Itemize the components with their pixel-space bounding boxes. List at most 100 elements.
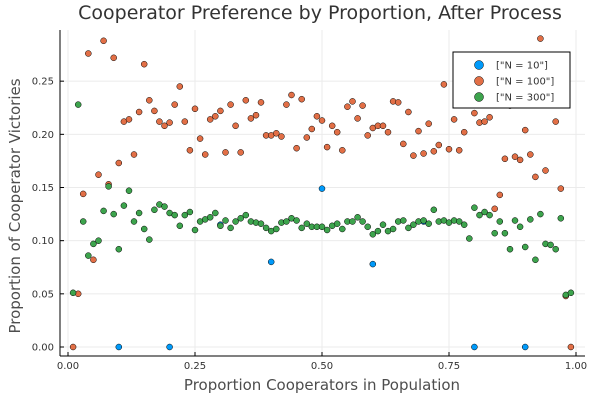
data-point (547, 241, 554, 249)
data-point (90, 240, 97, 248)
data-point (440, 81, 448, 88)
y-axis-title: Proportion of Cooperator Victories (6, 78, 24, 333)
data-point (435, 141, 443, 149)
data-point (85, 50, 92, 57)
data-point (349, 98, 356, 105)
data-point (313, 113, 321, 120)
data-point (471, 204, 478, 211)
legend-box (452, 51, 571, 109)
data-point (171, 101, 178, 108)
data-point (481, 118, 488, 125)
data-point (410, 221, 417, 228)
data-point (430, 148, 438, 155)
data-point (257, 99, 265, 106)
data-point (206, 214, 214, 221)
data-point (156, 118, 163, 125)
data-point (298, 224, 305, 232)
data-point (369, 231, 377, 238)
data-point (542, 167, 549, 174)
data-point (105, 183, 112, 190)
series-1 (69, 35, 575, 351)
data-point (400, 140, 407, 148)
legend-marker (474, 92, 484, 102)
data-point (354, 214, 361, 221)
data-point (491, 229, 498, 237)
data-point (166, 119, 173, 126)
data-point (369, 260, 377, 268)
data-point (120, 202, 128, 209)
data-point (166, 343, 173, 351)
data-point (506, 245, 514, 253)
data-point (532, 256, 539, 264)
data-point (232, 218, 239, 225)
data-point (318, 117, 326, 124)
data-point (227, 224, 234, 232)
data-point (151, 206, 158, 214)
data-point (308, 125, 316, 133)
data-point (405, 108, 412, 116)
data-point (242, 97, 250, 104)
data-point (247, 115, 255, 122)
data-point (303, 220, 311, 227)
data-point (267, 258, 275, 266)
data-point (79, 190, 87, 198)
data-point (257, 220, 265, 227)
data-point (140, 225, 148, 233)
tick-labels: 0.00 0.25 0.50 0.75 1.00 0.00 0.05 0.10 0.15 0.20… (32, 77, 587, 372)
y-tick-label: 0.25 (32, 77, 54, 88)
data-point (293, 217, 300, 224)
data-point (364, 132, 371, 139)
data-point (79, 218, 87, 225)
data-point (527, 151, 534, 158)
data-point (262, 224, 270, 232)
data-point (95, 237, 102, 244)
data-point (161, 122, 168, 130)
data-point (389, 225, 397, 233)
data-point (303, 134, 311, 141)
data-point (146, 97, 153, 104)
data-point (125, 116, 133, 123)
legend-marker (474, 60, 484, 70)
data-point (537, 210, 544, 218)
data-point (471, 343, 478, 351)
data-point (69, 289, 77, 297)
data-point (100, 207, 107, 215)
data-point (430, 206, 438, 214)
data-point (460, 128, 468, 136)
data-point (501, 155, 509, 163)
data-point (333, 128, 341, 136)
data-point (135, 108, 143, 116)
data-point (227, 101, 234, 108)
data-point (349, 218, 356, 225)
data-point (232, 122, 239, 130)
data-point (557, 185, 565, 192)
data-point (521, 126, 529, 134)
data-point (95, 171, 102, 178)
data-point (486, 211, 493, 219)
data-point (521, 243, 529, 251)
data-point (471, 109, 478, 117)
data-point (491, 205, 498, 213)
data-point (552, 245, 559, 253)
x-tick-label: 1.00 (565, 361, 587, 372)
data-point (420, 150, 427, 157)
data-point (298, 95, 305, 103)
y-tick-label: 0.00 (32, 343, 54, 354)
data-point (567, 289, 575, 297)
data-point (283, 101, 290, 108)
data-point (283, 218, 290, 225)
y-tick-label: 0.10 (32, 236, 54, 247)
legend-label: ["N = 300"] (496, 93, 554, 104)
data-point (323, 226, 331, 234)
data-point (171, 211, 178, 219)
data-point (476, 211, 483, 219)
legend-label: ["N = 10"] (496, 61, 548, 72)
y-tick-label: 0.15 (32, 183, 54, 194)
data-point (252, 111, 260, 119)
data-point (217, 222, 224, 230)
data-point (415, 127, 422, 135)
data-point (501, 229, 509, 237)
data-point (222, 149, 229, 156)
